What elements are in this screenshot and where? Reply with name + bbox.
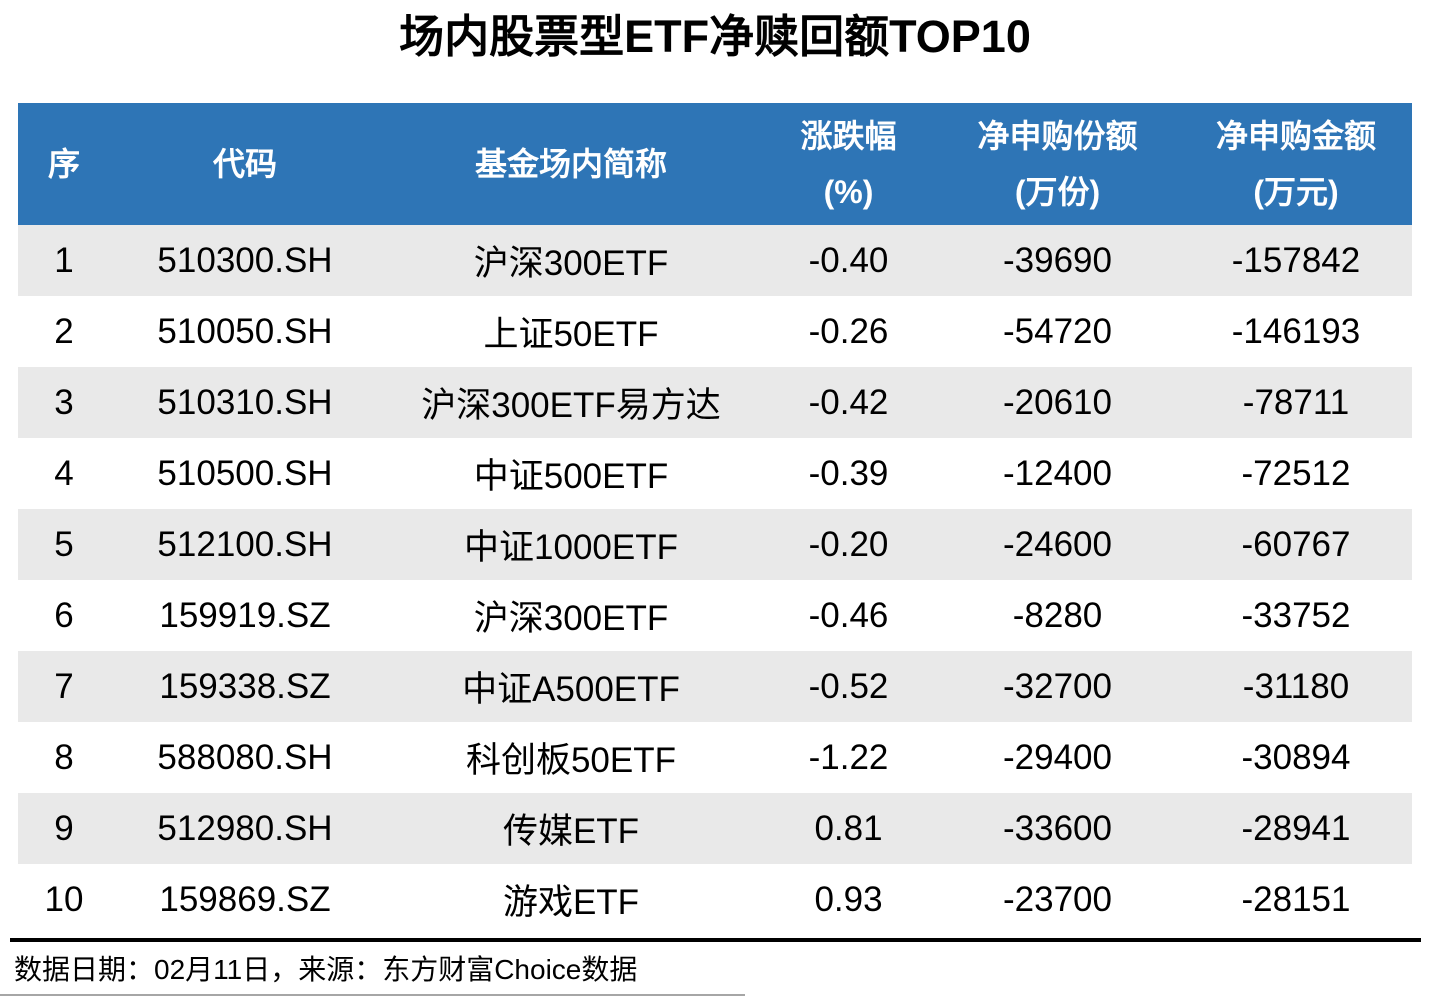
cell-no: 1	[54, 240, 74, 280]
cell-code: 512100.SH	[157, 524, 333, 564]
cell-shares: -12400	[1003, 453, 1112, 493]
cell-chg: 0.81	[814, 808, 883, 848]
cell-no: 6	[54, 595, 74, 635]
cell-shares: -8280	[1012, 595, 1103, 635]
cell-name: 沪深300ETF	[473, 599, 669, 638]
cell-amount: -31180	[1242, 666, 1350, 706]
header-label: 代码	[212, 146, 277, 182]
table-row: 6 159919.SZ 沪深300ETF -0.46 -8280 -33752	[18, 580, 1412, 651]
cell-chg: -0.42	[808, 382, 889, 422]
cell-amount: -33752	[1241, 595, 1351, 635]
table-row: 8 588080.SH 科创板50ETF -1.22 -29400 -30894	[18, 722, 1412, 793]
cell-chg: -0.20	[808, 524, 889, 564]
cell-name: 游戏ETF	[502, 883, 640, 922]
cell-amount: -72512	[1241, 453, 1351, 493]
table-header-row: 序 代码 基金场内简称	[18, 103, 1412, 225]
cell-no: 9	[54, 808, 74, 848]
cell-code: 510310.SH	[157, 382, 333, 422]
cell-chg: -0.39	[808, 453, 889, 493]
page-title: 场内股票型ETF净赎回额TOP10	[399, 11, 1031, 62]
cell-name: 沪深300ETF易方达	[421, 386, 721, 425]
header-cell-change: 涨跌幅 (%)	[762, 103, 935, 225]
cell-name: 中证A500ETF	[462, 670, 680, 709]
header-label: 净申购份额	[977, 118, 1138, 154]
data-source-note: 数据日期：02月11日，来源：东方财富Choice数据	[14, 954, 638, 985]
cell-code: 510050.SH	[157, 311, 333, 351]
cell-shares: -23700	[1003, 879, 1112, 919]
bottom-edge-line	[0, 994, 745, 996]
header-cell-no: 序	[18, 103, 110, 225]
header-cell-net-shares: 净申购份额 (万份)	[935, 103, 1180, 225]
cell-chg: -0.52	[808, 666, 889, 706]
header-label: 序	[47, 146, 80, 182]
table-row: 9 512980.SH 传媒ETF 0.81 -33600 -28941	[18, 793, 1412, 864]
cell-shares: -20610	[1003, 382, 1112, 422]
cell-no: 3	[54, 382, 74, 422]
cell-name: 传媒ETF	[502, 812, 640, 851]
cell-name: 中证1000ETF	[464, 528, 678, 567]
etf-redemption-table: 序 代码 基金场内简称	[18, 103, 1412, 935]
cell-no: 8	[54, 737, 74, 777]
cell-chg: 0.93	[814, 879, 883, 919]
header-label: 基金场内简称	[474, 146, 667, 182]
header-unit: (万元)	[1253, 174, 1339, 210]
cell-shares: -32700	[1003, 666, 1112, 706]
cell-code: 510500.SH	[157, 453, 333, 493]
header-cell-name: 基金场内简称	[380, 103, 762, 225]
table-row: 10 159869.SZ 游戏ETF 0.93 -23700 -28151	[18, 864, 1412, 935]
cell-shares: -29400	[1003, 737, 1112, 777]
cell-code: 510300.SH	[157, 240, 333, 280]
table-body: 1 510300.SH 沪深300ETF -0.40 -39690 -157842 2 510…	[18, 225, 1412, 935]
table-row: 7 159338.SZ 中证A500ETF -0.52 -32700 -31180	[18, 651, 1412, 722]
table-row: 4 510500.SH 中证500ETF -0.39 -12400 -72512	[18, 438, 1412, 509]
cell-name: 科创板50ETF	[465, 741, 677, 780]
cell-code: 159919.SZ	[159, 595, 331, 635]
cell-amount: -30894	[1241, 737, 1351, 777]
header-unit: (万份)	[1014, 174, 1101, 210]
cell-amount: -78711	[1242, 382, 1350, 422]
cell-chg: -0.40	[808, 240, 889, 280]
cell-amount: -60767	[1241, 524, 1351, 564]
cell-no: 10	[44, 879, 84, 919]
cell-amount: -28151	[1241, 879, 1351, 919]
cell-code: 159869.SZ	[159, 879, 331, 919]
table-row: 1 510300.SH 沪深300ETF -0.40 -39690 -157842	[18, 225, 1412, 296]
cell-name: 沪深300ETF	[473, 244, 669, 283]
header-cell-net-amount: 净申购金额 (万元)	[1180, 103, 1412, 225]
cell-chg: -1.22	[808, 737, 889, 777]
cell-no: 4	[54, 453, 74, 493]
header-cell-code: 代码	[110, 103, 380, 225]
table-row: 3 510310.SH 沪深300ETF易方达 -0.42 -20610 -78711	[18, 367, 1412, 438]
header-label: 净申购金额	[1215, 118, 1376, 154]
cell-code: 159338.SZ	[159, 666, 331, 706]
cell-code: 588080.SH	[157, 737, 333, 777]
cell-no: 5	[54, 524, 74, 564]
cell-shares: -33600	[1003, 808, 1112, 848]
cell-shares: -39690	[1003, 240, 1112, 280]
table-row: 5 512100.SH 中证1000ETF -0.20 -24600 -60767	[18, 509, 1412, 580]
cell-amount: -28941	[1241, 808, 1351, 848]
cell-shares: -24600	[1003, 524, 1112, 564]
table-row: 2 510050.SH 上证50ETF -0.26 -54720 -146193	[18, 296, 1412, 367]
table-header: 序 代码 基金场内简称	[18, 103, 1412, 225]
header-unit: (%)	[823, 174, 874, 210]
cell-no: 2	[54, 311, 74, 351]
cell-name: 中证500ETF	[473, 457, 669, 496]
footer-divider-line	[10, 938, 1421, 942]
cell-chg: -0.26	[808, 311, 889, 351]
cell-name: 上证50ETF	[483, 315, 659, 354]
header-label: 涨跌幅	[800, 118, 897, 154]
cell-code: 512980.SH	[157, 808, 333, 848]
cell-amount: -157842	[1231, 240, 1361, 280]
cell-shares: -54720	[1003, 311, 1112, 351]
cell-amount: -146193	[1231, 311, 1361, 351]
cell-no: 7	[54, 666, 74, 706]
cell-chg: -0.46	[808, 595, 889, 635]
